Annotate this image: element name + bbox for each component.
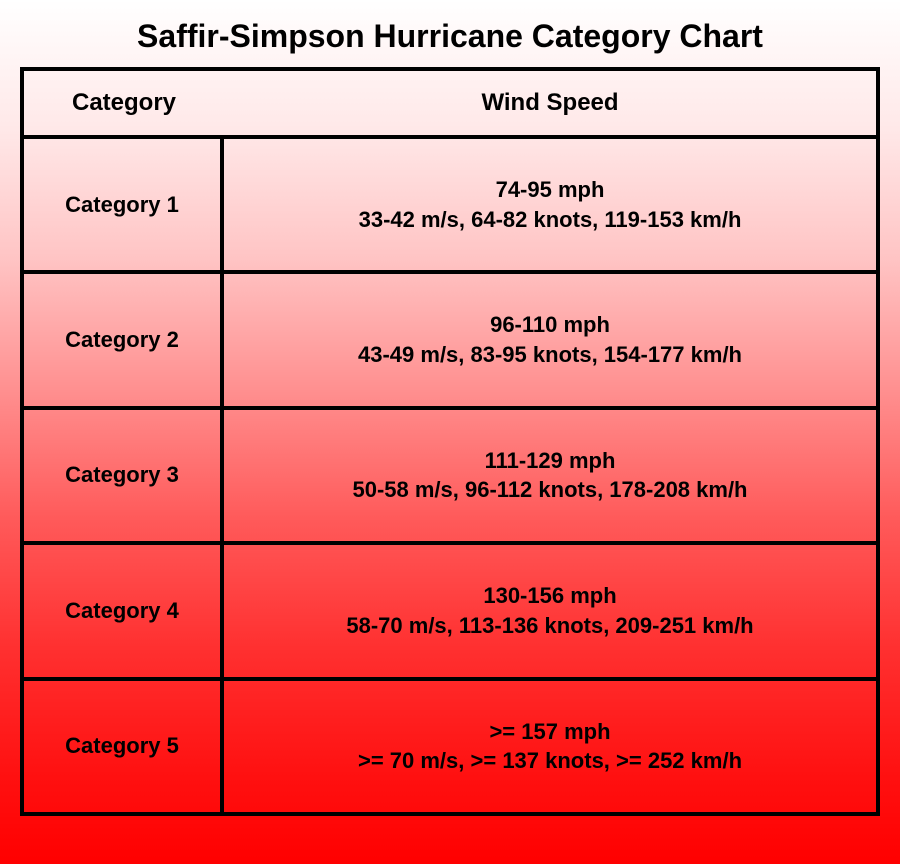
- wind-secondary: 58-70 m/s, 113-136 knots, 209-251 km/h: [346, 611, 753, 641]
- wind-secondary: 50-58 m/s, 96-112 knots, 178-208 km/h: [352, 475, 747, 505]
- category-cell: Category 4: [24, 545, 224, 676]
- windspeed-cell: 74-95 mph 33-42 m/s, 64-82 knots, 119-15…: [224, 139, 876, 270]
- hurricane-table: Category Wind Speed Category 1 74-95 mph…: [20, 67, 880, 816]
- category-cell: Category 1: [24, 139, 224, 270]
- table-row: Category 2 96-110 mph 43-49 m/s, 83-95 k…: [24, 274, 876, 409]
- wind-primary: >= 157 mph: [489, 717, 610, 747]
- header-category: Category: [24, 71, 224, 135]
- wind-primary: 74-95 mph: [496, 175, 605, 205]
- category-cell: Category 5: [24, 681, 224, 812]
- table-row: Category 3 111-129 mph 50-58 m/s, 96-112…: [24, 410, 876, 545]
- windspeed-cell: 96-110 mph 43-49 m/s, 83-95 knots, 154-1…: [224, 274, 876, 405]
- wind-secondary: 33-42 m/s, 64-82 knots, 119-153 km/h: [359, 205, 742, 235]
- table-row: Category 1 74-95 mph 33-42 m/s, 64-82 kn…: [24, 139, 876, 274]
- windspeed-cell: >= 157 mph >= 70 m/s, >= 137 knots, >= 2…: [224, 681, 876, 812]
- windspeed-cell: 111-129 mph 50-58 m/s, 96-112 knots, 178…: [224, 410, 876, 541]
- windspeed-cell: 130-156 mph 58-70 m/s, 113-136 knots, 20…: [224, 545, 876, 676]
- table-row: Category 4 130-156 mph 58-70 m/s, 113-13…: [24, 545, 876, 680]
- wind-secondary: 43-49 m/s, 83-95 knots, 154-177 km/h: [358, 340, 742, 370]
- wind-secondary: >= 70 m/s, >= 137 knots, >= 252 km/h: [358, 746, 742, 776]
- wind-primary: 96-110 mph: [490, 310, 610, 340]
- wind-primary: 130-156 mph: [483, 581, 616, 611]
- chart-title: Saffir-Simpson Hurricane Category Chart: [0, 0, 900, 67]
- category-cell: Category 3: [24, 410, 224, 541]
- wind-primary: 111-129 mph: [485, 446, 616, 476]
- table-row: Category 5 >= 157 mph >= 70 m/s, >= 137 …: [24, 681, 876, 812]
- header-windspeed: Wind Speed: [224, 71, 876, 135]
- table-header-row: Category Wind Speed: [24, 71, 876, 139]
- category-cell: Category 2: [24, 274, 224, 405]
